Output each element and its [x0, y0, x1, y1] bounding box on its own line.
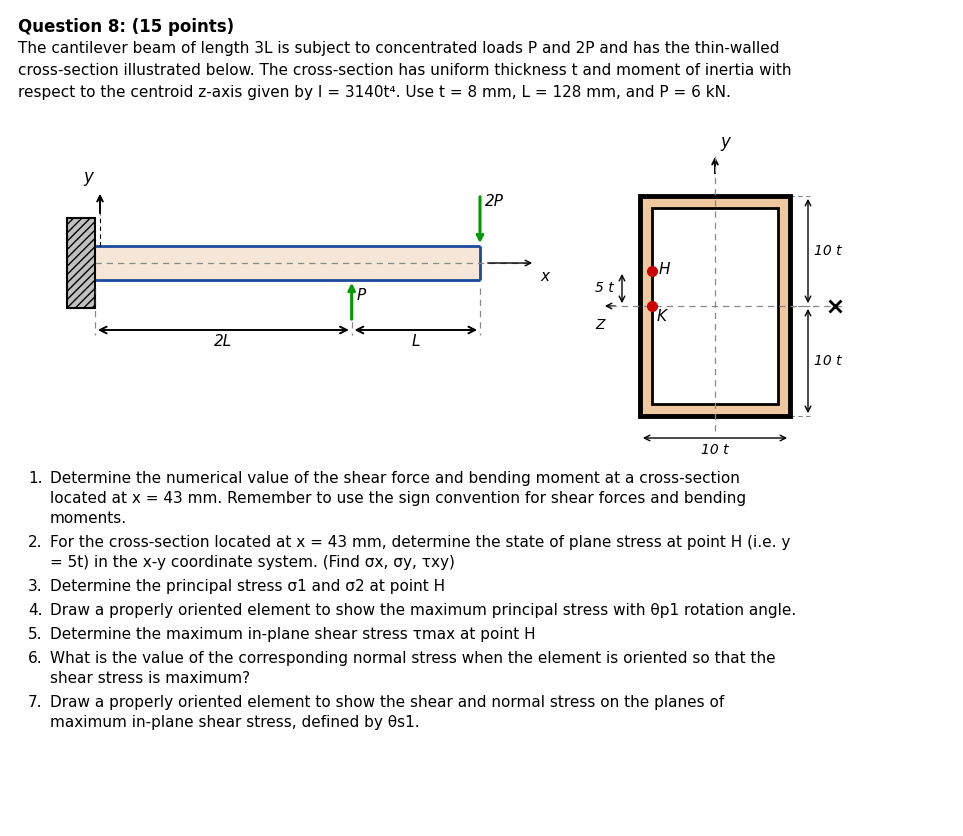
Text: 3.: 3.: [28, 579, 42, 594]
Text: Question 8: (15 points): Question 8: (15 points): [18, 18, 234, 36]
Text: 7.: 7.: [28, 695, 42, 710]
Text: cross-section illustrated below. The cross-section has uniform thickness t and m: cross-section illustrated below. The cro…: [18, 63, 792, 78]
Text: K: K: [657, 309, 667, 324]
Text: Draw a properly oriented element to show the maximum principal stress with θp1 r: Draw a properly oriented element to show…: [50, 603, 796, 618]
Bar: [652, 208, 778, 404]
Bar: [67, 218, 95, 308]
Text: moments.: moments.: [50, 511, 127, 526]
Text: respect to the centroid z-axis given by I = 3140t⁴. Use t = 8 mm, L = 128 mm, an: respect to the centroid z-axis given by …: [18, 85, 731, 100]
Text: Determine the maximum in-plane shear stress τmax at point H: Determine the maximum in-plane shear str…: [50, 627, 535, 642]
Bar: [67, 218, 95, 308]
Text: Determine the numerical value of the shear force and bending moment at a cross-s: Determine the numerical value of the she…: [50, 471, 740, 486]
Text: L: L: [411, 334, 420, 349]
Text: What is the value of the corresponding normal stress when the element is oriente: What is the value of the corresponding n…: [50, 651, 775, 666]
Text: y: y: [720, 133, 730, 151]
Text: x: x: [540, 269, 549, 284]
Text: The cantilever beam of length 3L is subject to concentrated loads P and 2P and h: The cantilever beam of length 3L is subj…: [18, 41, 779, 56]
Text: 2L: 2L: [214, 334, 232, 349]
Text: = 5t) in the x-y coordinate system. (Find σx, σy, τxy): = 5t) in the x-y coordinate system. (Fin…: [50, 555, 455, 570]
Text: 5 t: 5 t: [595, 282, 614, 295]
Text: shear stress is maximum?: shear stress is maximum?: [50, 671, 250, 686]
Text: located at x = 43 mm. Remember to use the sign convention for shear forces and b: located at x = 43 mm. Remember to use th…: [50, 491, 746, 506]
Text: 2.: 2.: [28, 535, 42, 550]
Bar: [95, 246, 480, 280]
Text: y: y: [83, 168, 93, 186]
Text: 10 t: 10 t: [701, 443, 729, 457]
Text: P: P: [356, 288, 366, 303]
Text: 10 t: 10 t: [814, 354, 842, 368]
Text: Draw a properly oriented element to show the shear and normal stress on the plan: Draw a properly oriented element to show…: [50, 695, 724, 710]
Text: 2P: 2P: [485, 194, 504, 209]
Text: Determine the principal stress σ1 and σ2 at point H: Determine the principal stress σ1 and σ2…: [50, 579, 445, 594]
Text: 6.: 6.: [28, 651, 42, 666]
Text: 1.: 1.: [28, 471, 42, 486]
Text: maximum in-plane shear stress, defined by θs1.: maximum in-plane shear stress, defined b…: [50, 715, 420, 730]
Text: Z: Z: [595, 318, 605, 332]
Text: H: H: [659, 262, 670, 277]
Text: For the cross-section located at x = 43 mm, determine the state of plane stress : For the cross-section located at x = 43 …: [50, 535, 791, 550]
Bar: [640, 196, 790, 416]
Bar: [640, 196, 790, 416]
Text: 4.: 4.: [28, 603, 42, 618]
Text: 10 t: 10 t: [814, 244, 842, 258]
Text: 5.: 5.: [28, 627, 42, 642]
